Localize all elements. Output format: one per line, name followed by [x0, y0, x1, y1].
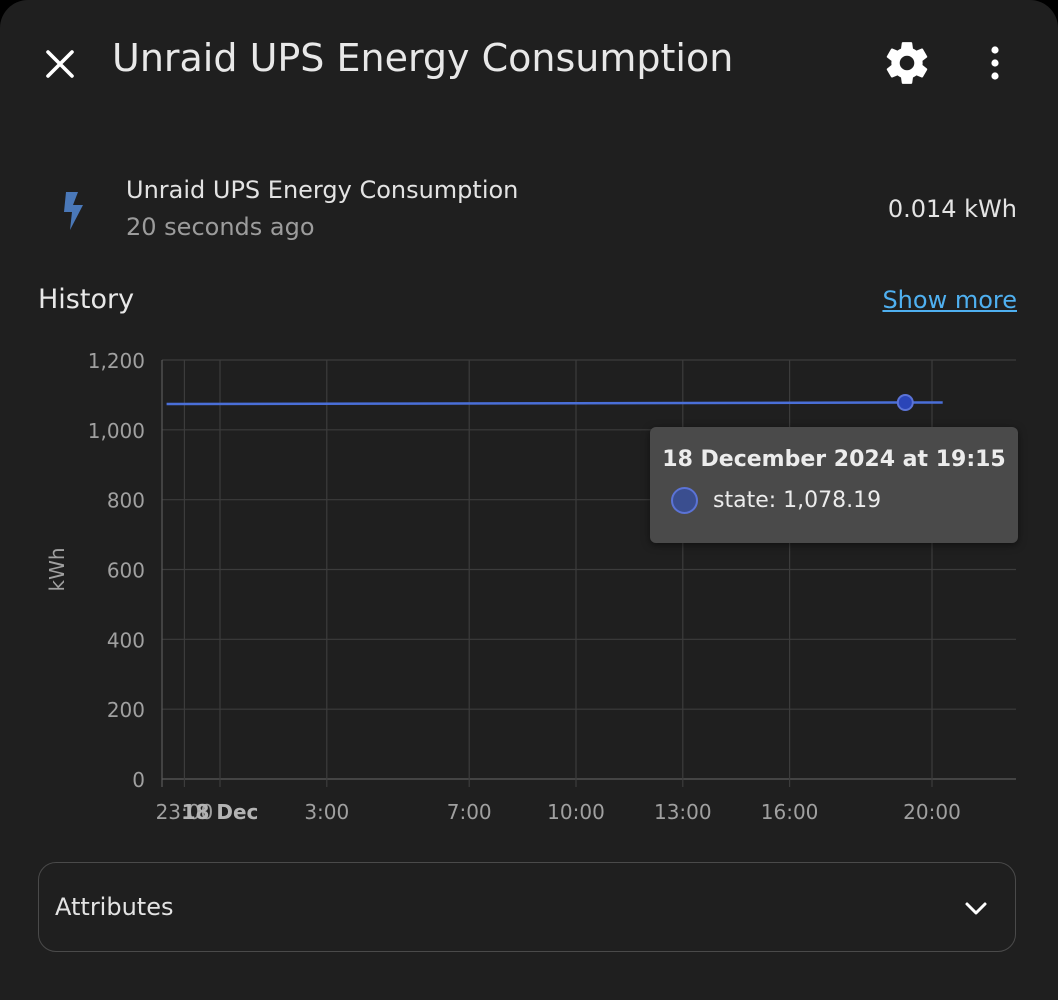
settings-button[interactable]: [882, 38, 932, 88]
x-tick-label: 20:00: [903, 800, 961, 824]
y-tick-label: 200: [107, 698, 145, 722]
x-tick-label: 18 Dec: [182, 800, 259, 824]
entity-state: 0.014 kWh: [887, 195, 1017, 223]
more-vertical-icon: [991, 46, 999, 80]
attributes-label: Attributes: [55, 893, 174, 921]
tooltip-title: 18 December 2024 at 19:15: [662, 447, 1006, 472]
entity-name: Unraid UPS Energy Consumption: [126, 176, 519, 204]
x-tick-label: 23:00: [156, 800, 214, 824]
y-tick-label: 600: [107, 559, 145, 583]
series-line: [166, 401, 943, 406]
lightning-bolt-icon: [64, 192, 83, 230]
history-title: History: [38, 284, 135, 315]
y-tick-label: 400: [107, 628, 145, 652]
tooltip-value: state: 1,078.19: [713, 488, 882, 513]
x-tick-label: 13:00: [654, 800, 712, 824]
gear-icon: [886, 42, 928, 84]
chevron-down-icon: [965, 902, 987, 915]
entity-last-changed: 20 seconds ago: [126, 213, 315, 241]
x-tick-label: 16:00: [761, 800, 819, 824]
x-tick-label: 7:00: [447, 800, 492, 824]
tooltip-series-marker: [671, 487, 698, 514]
close-icon: [46, 50, 74, 78]
close-button[interactable]: [36, 40, 84, 88]
highlight-point: [896, 394, 914, 412]
y-tick-label: 1,200: [88, 349, 145, 373]
show-more-link[interactable]: Show more: [882, 286, 1017, 314]
y-tick-label: 800: [107, 489, 145, 513]
chart-tooltip: 18 December 2024 at 19:15 state: 1,078.1…: [650, 427, 1018, 543]
x-tick-label: 10:00: [547, 800, 605, 824]
y-axis-label: kWh: [45, 547, 69, 591]
attributes-expander[interactable]: Attributes: [38, 862, 1016, 952]
dialog-title: Unraid UPS Energy Consumption: [112, 36, 734, 80]
y-tick-label: 0: [132, 768, 145, 792]
more-options-button[interactable]: [970, 38, 1020, 88]
y-tick-label: 1,000: [88, 419, 145, 443]
x-tick-label: 3:00: [304, 800, 349, 824]
